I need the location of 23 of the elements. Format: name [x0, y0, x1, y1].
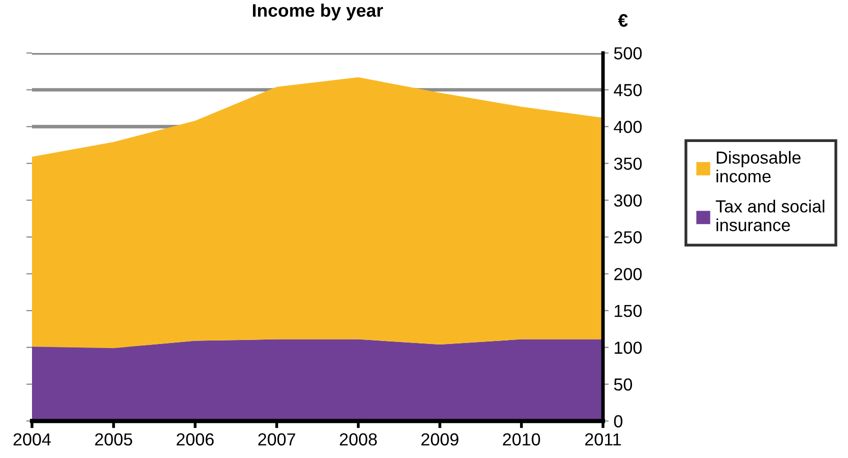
- x-tick-label: 2011: [585, 433, 621, 446]
- y-tick-label: 500: [614, 47, 642, 60]
- y-tick-label: 200: [614, 268, 642, 280]
- x-tick-label: 2005: [95, 433, 132, 446]
- x-tick-label: 2009: [421, 433, 458, 446]
- x-tick-label: 2004: [14, 433, 51, 446]
- y-tick-label: 250: [614, 231, 642, 244]
- y-tick-label: 350: [614, 158, 642, 170]
- y-tick-label: 300: [614, 194, 642, 207]
- legend-label: Disposable income: [716, 151, 801, 182]
- y-axis-title: €: [618, 14, 628, 27]
- x-tick-label: 2008: [340, 433, 377, 446]
- y-tick-label: 100: [614, 342, 642, 354]
- x-tick-label: 2006: [176, 433, 214, 446]
- x-tick-label: 2010: [502, 433, 540, 446]
- y-tick-label: 50: [614, 378, 632, 391]
- y-tick-label: 150: [614, 304, 642, 318]
- y-tick-label: 0: [614, 415, 622, 428]
- x-tick-label: 2007: [258, 433, 296, 446]
- chart-title: Income by year: [252, 4, 383, 20]
- legend-label: Tax and social insurance: [716, 200, 824, 232]
- y-tick-label: 400: [614, 120, 642, 134]
- y-tick-label: 450: [614, 84, 642, 96]
